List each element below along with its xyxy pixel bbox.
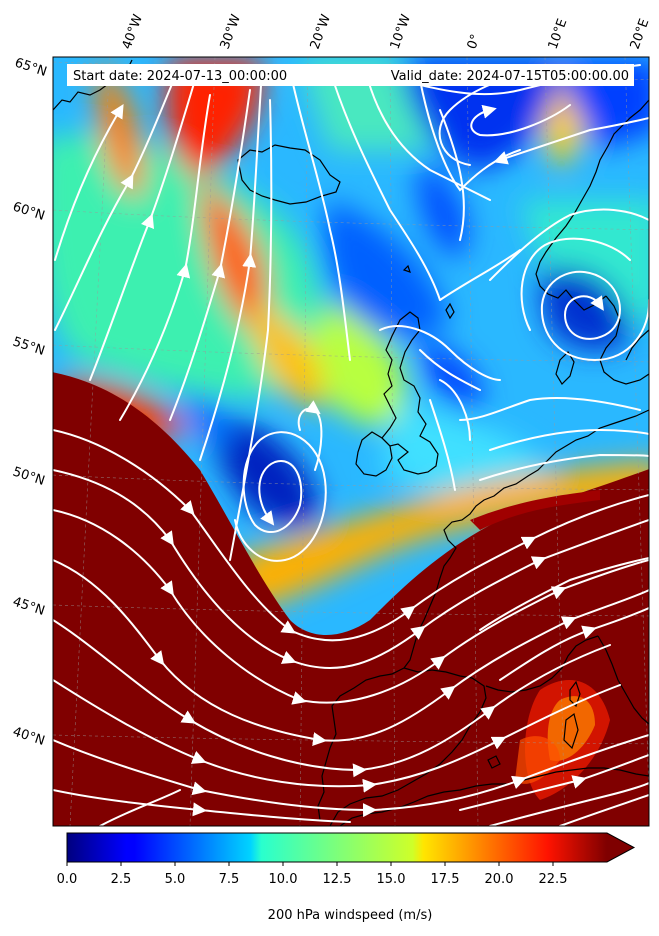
lon-label-20w: 20°W (308, 12, 334, 51)
lon-label-10w: 10°W (388, 12, 414, 51)
colorbar-tick-label: 17.5 (431, 872, 460, 887)
graticule (53, 57, 649, 826)
lat-label-65n: 65°N (13, 56, 49, 80)
map-frame (52, 56, 650, 827)
lat-label-55n: 55°N (11, 335, 47, 359)
header-box (67, 64, 634, 86)
colorbar-tick-label: 2.5 (111, 872, 132, 887)
ireland-coast (355, 431, 393, 477)
lon-label-0: 0° (465, 32, 484, 51)
lon-label-30w: 30°W (218, 12, 244, 51)
longitude-labels: 40°W 30°W 20°W 10°W 0° 10°E 20°E (120, 12, 653, 51)
map-panel (53, 57, 649, 826)
colorbar-tick-label: 7.5 (219, 872, 240, 887)
colorbar-extend-arrow (607, 833, 634, 862)
colorbar-tick-label: 22.5 (539, 872, 568, 887)
colorbar-tick-label: 15.0 (377, 872, 406, 887)
colorbar: 0.0 2.5 5.0 7.5 10.0 12.5 15.0 17.5 20.0 22.5 200… (57, 832, 636, 923)
colorbar-tick-label: 5.0 (165, 872, 186, 887)
colorbar-tick-label: 0.0 (57, 872, 78, 887)
lat-label-60n: 60°N (11, 200, 47, 224)
lat-label-45n: 45°N (11, 595, 47, 619)
lon-label-20e: 20°E (628, 17, 653, 52)
colorbar-label: 200 hPa windspeed (m/s) (268, 908, 433, 923)
streamlines (53, 64, 649, 826)
lon-label-10e: 10°E (546, 17, 571, 52)
colorbar-tick-label: 20.0 (485, 872, 514, 887)
colorbar-ticks: 0.0 2.5 5.0 7.5 10.0 12.5 15.0 17.5 20.0 22.5 (57, 862, 568, 887)
valid-date-label: Valid_date: 2024-07-15T05:00:00.00 (391, 69, 629, 84)
iceland-coast (237, 144, 341, 205)
colorbar-gradient (67, 833, 607, 862)
colorbar-tick-label: 12.5 (323, 872, 352, 887)
lon-label-40w: 40°W (120, 12, 146, 51)
norway-coast (535, 99, 649, 311)
colorbar-tick-label: 10.0 (269, 872, 298, 887)
lat-label-50n: 50°N (11, 465, 47, 489)
uk-coast (381, 311, 439, 475)
latitude-labels: 65°N 60°N 55°N 50°N 45°N 40°N (11, 56, 49, 749)
lat-label-40n: 40°N (11, 725, 47, 749)
start-date-label: Start date: 2024-07-13_00:00:00 (73, 69, 287, 84)
